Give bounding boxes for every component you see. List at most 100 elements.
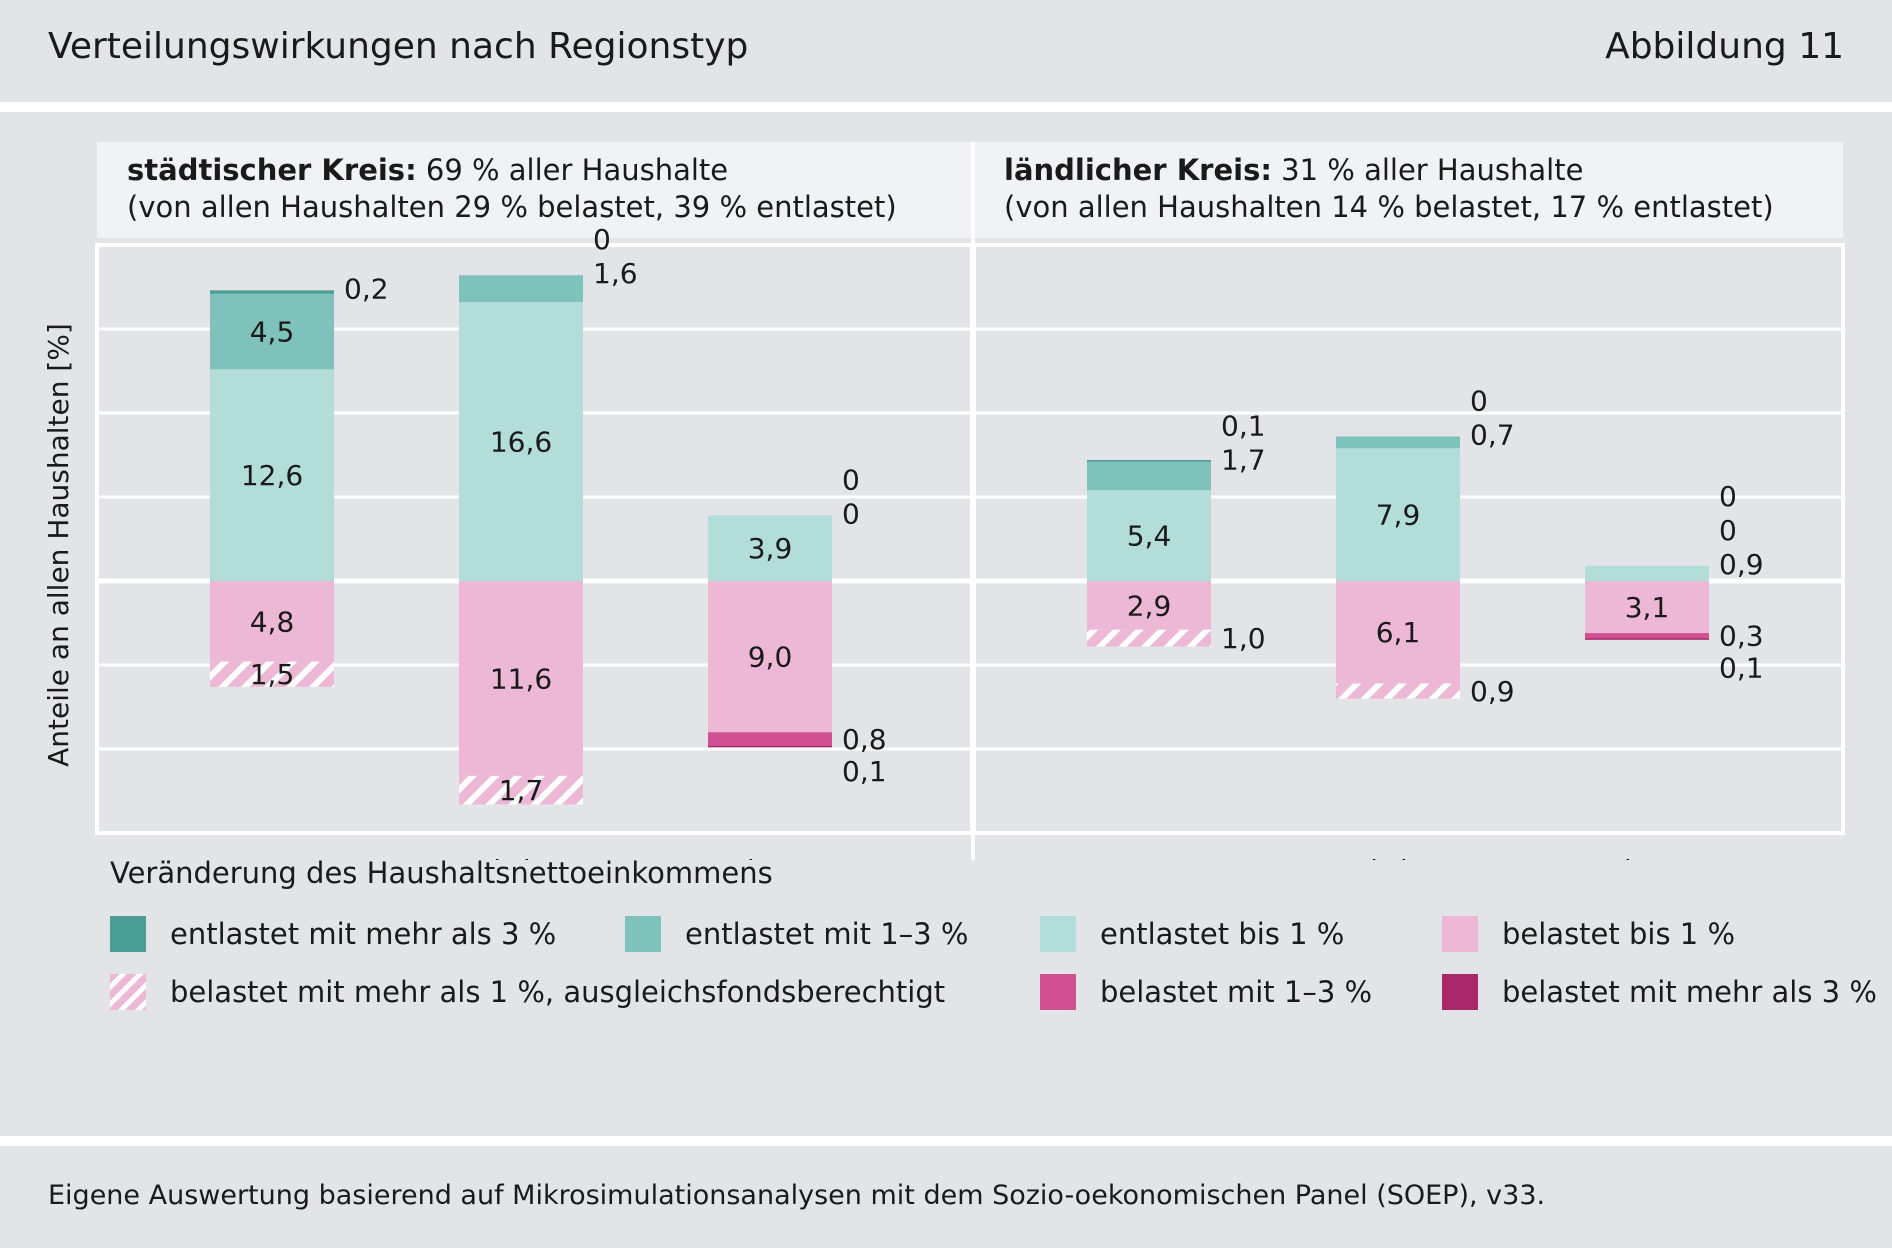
legend-item-belastet-gt3: belastet mit mehr als 3 % [1442, 974, 1877, 1010]
legend-item-entlastet-bis1: entlastet bis 1 % [1040, 916, 1344, 952]
x-tick-label: untere [1103, 854, 1195, 860]
panel-title-box [97, 142, 972, 238]
panel-subtitle: (von allen Haushalten 29 % belastet, 39 … [127, 190, 897, 224]
bar-segment-entlastet-1-3 [210, 293, 334, 370]
figure-title: Verteilungswirkungen nach Regionstyp [48, 26, 749, 67]
bar-segment-belastet-bis1 [1585, 581, 1709, 634]
data-label: 12,6 [241, 459, 303, 492]
data-label: 1,6 [593, 257, 638, 290]
data-label: 1,0 [1221, 622, 1266, 655]
data-label: 4,8 [250, 605, 295, 638]
figure-footer: Eigene Auswertung basierend auf Mikrosim… [0, 1146, 1892, 1248]
bar-segment-belastet-bis1 [1336, 581, 1460, 684]
legend-title: Veränderung des Haushaltsnettoeinkommens [110, 856, 773, 890]
legend-swatch [1040, 974, 1076, 1010]
y-axis-label: Anteile an allen Haushalten [%] [42, 323, 75, 767]
bar-segment-belastet-ausgleich [1087, 629, 1211, 647]
bar-segment-belastet-1-3 [708, 732, 832, 746]
legend-label: entlastet bis 1 % [1100, 917, 1345, 951]
data-label: 1,7 [1221, 444, 1266, 477]
data-label: 0,2 [344, 272, 389, 305]
data-label: 1,5 [250, 658, 295, 691]
legend-item-entlastet-1-3: entlastet mit 1–3 % [625, 916, 968, 952]
legend-swatch-hatched [110, 974, 146, 1010]
bar-segment-belastet-ausgleich [210, 661, 334, 687]
bar-segment-belastet-gt3 [708, 745, 832, 748]
data-label: 0 [842, 497, 860, 530]
bar-segment-belastet-bis1 [210, 581, 334, 662]
bar-segment-entlastet-bis1 [708, 515, 832, 581]
source-note: Eigene Auswertung basierend auf Mikrosim… [48, 1180, 1546, 1211]
legend-label: belastet mit mehr als 1 %, ausgleichsfon… [170, 975, 946, 1009]
bar-segment-entlastet-bis1 [1585, 565, 1709, 581]
x-tick-label: obere [1607, 854, 1687, 860]
data-label: 0,1 [842, 755, 887, 788]
legend-item-entlastet-gt3: entlastet mit mehr als 3 % [110, 916, 556, 952]
panel-subtitle: (von allen Haushalten 14 % belastet, 17 … [1004, 190, 1774, 224]
bar-segment-belastet-bis1 [1087, 581, 1211, 630]
bar-segment-entlastet-1-3 [1087, 461, 1211, 491]
data-label: 0 [1719, 514, 1737, 547]
legend-label: belastet mit 1–3 % [1100, 975, 1373, 1009]
legend-item-belastet-bis1: belastet bis 1 % [1442, 916, 1735, 952]
bar-segment-belastet-bis1 [708, 581, 832, 733]
data-label: 0 [593, 223, 611, 256]
bar-segment-entlastet-bis1 [459, 302, 583, 581]
data-label: 5,4 [1127, 520, 1172, 553]
x-tick-label: mittlere [466, 854, 576, 860]
legend-swatch [625, 916, 661, 952]
bar-segment-belastet-ausgleich [459, 775, 583, 805]
data-label: 0,8 [842, 723, 887, 756]
data-label: 4,5 [250, 316, 295, 349]
panel-title-rest: 31 % aller Haushalte [1272, 153, 1583, 187]
bar-segment-entlastet-gt3 [1087, 460, 1211, 462]
legend-label: belastet mit mehr als 3 % [1502, 975, 1877, 1009]
legend-label: entlastet mit mehr als 3 % [170, 917, 557, 951]
bar-segment-entlastet-bis1 [210, 369, 334, 581]
legend-swatch [1442, 974, 1478, 1010]
data-label: 0,9 [1470, 675, 1515, 708]
data-label: 3,1 [1625, 591, 1670, 624]
data-label: 7,9 [1376, 499, 1421, 532]
x-tick-label: mittlere [1343, 854, 1453, 860]
figure-number: Abbildung 11 [1605, 26, 1844, 67]
bar-segment-entlastet-1-3 [459, 275, 583, 303]
legend-label: belastet bis 1 % [1502, 917, 1736, 951]
panel-title: städtischer Kreis: 69 % aller Haushalte [127, 153, 728, 187]
data-label: 1,7 [499, 774, 544, 807]
data-label: 9,0 [748, 641, 793, 674]
data-label: 0 [1470, 385, 1488, 418]
data-label: 0,9 [1719, 548, 1764, 581]
bar-segment-belastet-bis1 [459, 581, 583, 776]
panel-title-box [974, 142, 1843, 238]
x-tick-label: untere [226, 854, 318, 860]
data-label: 11,6 [490, 662, 552, 695]
data-label: 6,1 [1376, 616, 1421, 649]
figure-header: Verteilungswirkungen nach Regionstyp Abb… [0, 0, 1892, 102]
legend-swatch [1040, 916, 1076, 952]
legend-swatch [1442, 916, 1478, 952]
bar-segment-entlastet-gt3 [210, 290, 334, 294]
bar-segment-entlastet-bis1 [1087, 490, 1211, 581]
legend-item-belastet-1-3: belastet mit 1–3 % [1040, 974, 1372, 1010]
bar-segment-belastet-gt3 [1585, 638, 1709, 640]
panel-title-bold: ländlicher Kreis: [1004, 153, 1272, 187]
data-label: 0,1 [1221, 410, 1266, 443]
bar-segment-belastet-ausgleich [1336, 683, 1460, 699]
data-label: 0 [842, 463, 860, 496]
data-label: 0,1 [1719, 652, 1764, 685]
data-label: 0,7 [1470, 419, 1515, 452]
panel-title-rest: 69 % aller Haushalte [417, 153, 728, 187]
data-label: 0 [1719, 480, 1737, 513]
panel-title: ländlicher Kreis: 31 % aller Haushalte [1004, 153, 1583, 187]
data-label: 2,9 [1127, 589, 1172, 622]
x-tick-label: obere [730, 854, 810, 860]
bar-segment-belastet-1-3 [1585, 633, 1709, 639]
data-label: 16,6 [490, 426, 552, 459]
chart-svg: städtischer Kreis: 69 % aller Haushalte(… [42, 142, 1845, 860]
data-label: 0,3 [1719, 620, 1764, 653]
legend-swatch [110, 916, 146, 952]
bar-segment-entlastet-1-3 [1336, 436, 1460, 449]
legend-label: entlastet mit 1–3 % [685, 917, 969, 951]
panel-title-bold: städtischer Kreis: [127, 153, 417, 187]
